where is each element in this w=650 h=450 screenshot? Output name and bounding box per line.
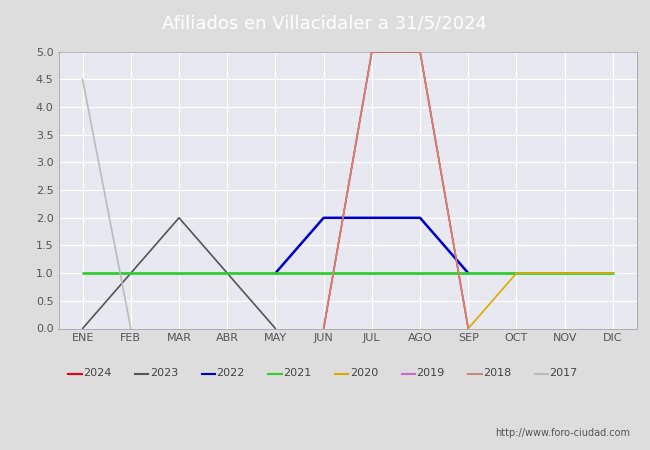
Text: 2017: 2017 bbox=[549, 369, 578, 378]
Text: 2023: 2023 bbox=[150, 369, 178, 378]
Text: 2019: 2019 bbox=[416, 369, 445, 378]
Text: Afiliados en Villacidaler a 31/5/2024: Afiliados en Villacidaler a 31/5/2024 bbox=[162, 14, 488, 33]
Text: 2018: 2018 bbox=[483, 369, 511, 378]
Text: 2022: 2022 bbox=[216, 369, 245, 378]
Text: 2020: 2020 bbox=[350, 369, 378, 378]
Text: 2024: 2024 bbox=[83, 369, 112, 378]
Text: http://www.foro-ciudad.com: http://www.foro-ciudad.com bbox=[495, 428, 630, 438]
Text: 2021: 2021 bbox=[283, 369, 311, 378]
